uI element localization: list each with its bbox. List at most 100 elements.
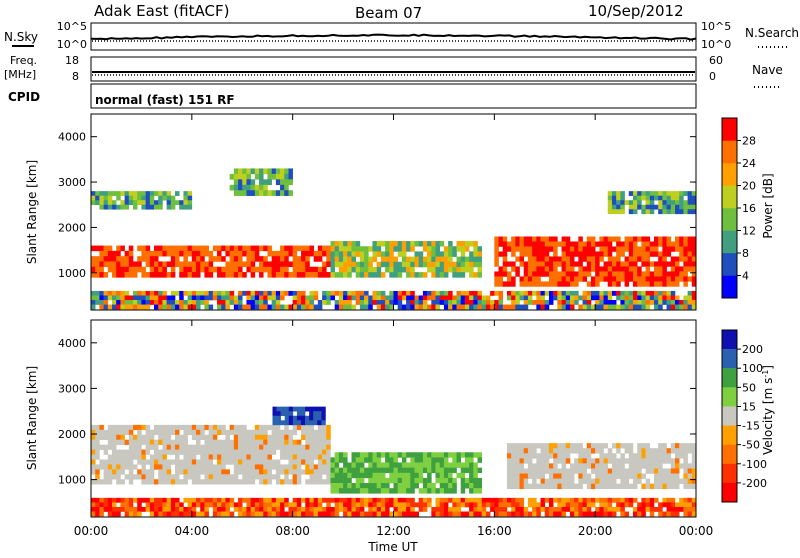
scatter-cell xyxy=(532,261,537,267)
scatter-cell xyxy=(225,304,230,310)
scatter-cell xyxy=(427,483,432,489)
scatter-cell xyxy=(422,272,428,278)
scatter-cell xyxy=(670,200,676,206)
scatter-cell xyxy=(607,236,613,242)
scatter-cell xyxy=(691,195,697,201)
scatter-cell xyxy=(107,429,113,436)
scatter-cell xyxy=(149,261,155,268)
scatter-cell xyxy=(494,251,499,257)
scatter-cell xyxy=(422,241,428,247)
scatter-cell xyxy=(557,483,562,490)
scatter-cell xyxy=(322,511,327,517)
scatter-cell xyxy=(254,506,260,512)
scatter-cell xyxy=(624,497,630,503)
scatter-cell xyxy=(456,457,462,463)
scatter-cell xyxy=(292,502,298,508)
scatter-cell xyxy=(590,478,596,484)
scatter-cell xyxy=(246,184,251,191)
scatter-cell xyxy=(116,464,121,470)
scatter-cell xyxy=(670,246,676,252)
scatter-cell xyxy=(511,281,516,287)
scatter-cell xyxy=(506,468,512,474)
scatter-cell xyxy=(469,300,474,305)
scatter-cell xyxy=(464,467,470,474)
scatter-cell xyxy=(288,449,293,455)
scatter-cell xyxy=(103,290,109,296)
scatter-cell xyxy=(229,250,235,257)
scatter-cell xyxy=(532,468,537,474)
scatter-cell xyxy=(368,452,373,458)
scatter-cell xyxy=(393,477,398,484)
scatter-cell xyxy=(448,261,453,268)
scatter-cell xyxy=(233,479,239,485)
scatter-cell xyxy=(120,424,125,431)
scatter-cell xyxy=(611,281,617,287)
scatter-cell xyxy=(611,204,617,210)
scatter-cell xyxy=(410,452,415,458)
scatter-cell xyxy=(116,459,121,465)
scatter-cell xyxy=(565,300,571,305)
scatter-cell xyxy=(141,272,146,278)
scatter-cell xyxy=(272,411,277,417)
scatter-cell xyxy=(133,261,138,268)
scatter-cell xyxy=(683,204,688,210)
scatter-cell xyxy=(158,449,163,455)
scatter-cell xyxy=(250,190,256,196)
scatter-cell xyxy=(254,444,260,450)
scatter-cell xyxy=(267,266,272,273)
scatter-cell xyxy=(162,449,167,455)
scatter-cell xyxy=(196,295,201,301)
scatter-cell xyxy=(410,457,415,463)
scatter-cell xyxy=(691,448,697,454)
scatter-cell xyxy=(603,295,609,301)
scatter-cell xyxy=(469,502,474,508)
scatter-cell xyxy=(321,415,326,421)
scatter-cell xyxy=(519,511,525,517)
scatter-cell xyxy=(662,251,667,257)
scatter-cell xyxy=(242,459,247,465)
scatter-cell xyxy=(233,454,239,460)
scatter-cell xyxy=(624,246,630,252)
scatter-cell xyxy=(464,295,470,301)
scatter-cell xyxy=(204,245,209,252)
scatter-cell xyxy=(691,266,697,272)
scatter-cell xyxy=(95,300,100,305)
scatter-cell xyxy=(515,236,520,242)
scatter-cell xyxy=(208,290,214,296)
nsky-label: N.Sky xyxy=(4,30,38,44)
scatter-cell xyxy=(242,290,247,296)
scatter-cell xyxy=(456,506,462,512)
scatter-cell xyxy=(317,479,323,485)
scatter-cell xyxy=(124,439,130,445)
scatter-cell xyxy=(658,453,663,459)
scatter-cell xyxy=(427,502,432,508)
scatter-cell xyxy=(469,488,474,494)
scatter-cell xyxy=(317,434,323,440)
scatter-cell xyxy=(385,241,390,247)
scatter-cell xyxy=(212,454,218,460)
scatter-cell xyxy=(301,469,306,475)
scatter-cell xyxy=(553,256,558,262)
scatter-cell xyxy=(443,452,449,458)
scatter-cell xyxy=(175,429,180,436)
scatter-cell xyxy=(422,304,428,310)
scatter-cell xyxy=(611,246,617,252)
scatter-cell xyxy=(271,511,277,517)
scatter-cell xyxy=(372,477,377,484)
scatter-cell xyxy=(527,256,533,262)
scatter-cell xyxy=(91,506,96,512)
scatter-cell xyxy=(166,250,172,257)
scatter-cell xyxy=(632,463,638,469)
scatter-cell xyxy=(515,304,520,310)
scatter-cell xyxy=(338,502,344,508)
scatter-cell xyxy=(133,195,138,201)
scatter-cell xyxy=(191,429,197,436)
scatter-cell xyxy=(443,472,449,479)
scatter-cell xyxy=(351,246,356,252)
scatter-cell xyxy=(154,497,159,503)
scatter-cell xyxy=(418,295,424,301)
freq-panel xyxy=(90,56,697,82)
colorbar-swatch xyxy=(722,482,737,503)
scatter-cell xyxy=(158,424,163,431)
scatter-cell xyxy=(687,506,693,512)
